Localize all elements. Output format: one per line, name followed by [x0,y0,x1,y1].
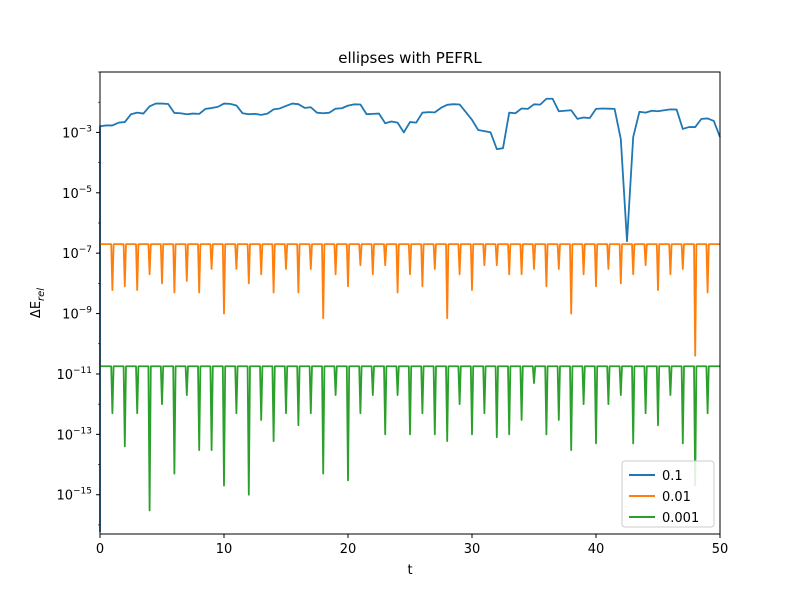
y-tick-label: 10−15 [56,487,92,504]
legend-label-0: 0.1 [662,469,683,484]
x-tick-label: 40 [588,542,605,557]
legend-label-2: 0.001 [662,511,699,526]
y-tick-label: 10−7 [62,245,92,262]
y-axis-label-subscript: rel [36,288,47,301]
y-axis-label-main: ΔE [29,301,44,318]
x-axis-label: t [407,563,412,578]
x-tick-label: 50 [712,542,729,557]
chart-title: ellipses with PEFRL [338,49,482,67]
x-tick-label: 20 [340,542,357,557]
y-axis: 10−15 10−13 10−11 10−9 10−7 10−5 10−3 [56,71,100,526]
y-tick-label: 10−9 [62,306,92,323]
x-tick-label: 0 [96,542,104,557]
y-axis-label: ΔErel [29,288,47,318]
x-axis: 0 10 20 30 40 50 [96,534,728,557]
series-layer [99,97,721,532]
y-tick-label: 10−11 [56,366,92,383]
y-tick-label: 10−5 [62,185,92,202]
series-line-2 [100,365,720,512]
x-tick-label: 30 [464,542,481,557]
y-tick-label: 10−13 [56,426,92,443]
x-tick-label: 10 [216,542,233,557]
legend: 0.1 0.01 0.001 [621,460,715,528]
legend-box [621,460,715,528]
y-tick-label: 10−3 [62,124,92,141]
legend-label-1: 0.01 [662,490,691,505]
series-line-0 [99,97,721,532]
plot-frame [99,71,721,535]
series-line-1 [100,243,720,357]
